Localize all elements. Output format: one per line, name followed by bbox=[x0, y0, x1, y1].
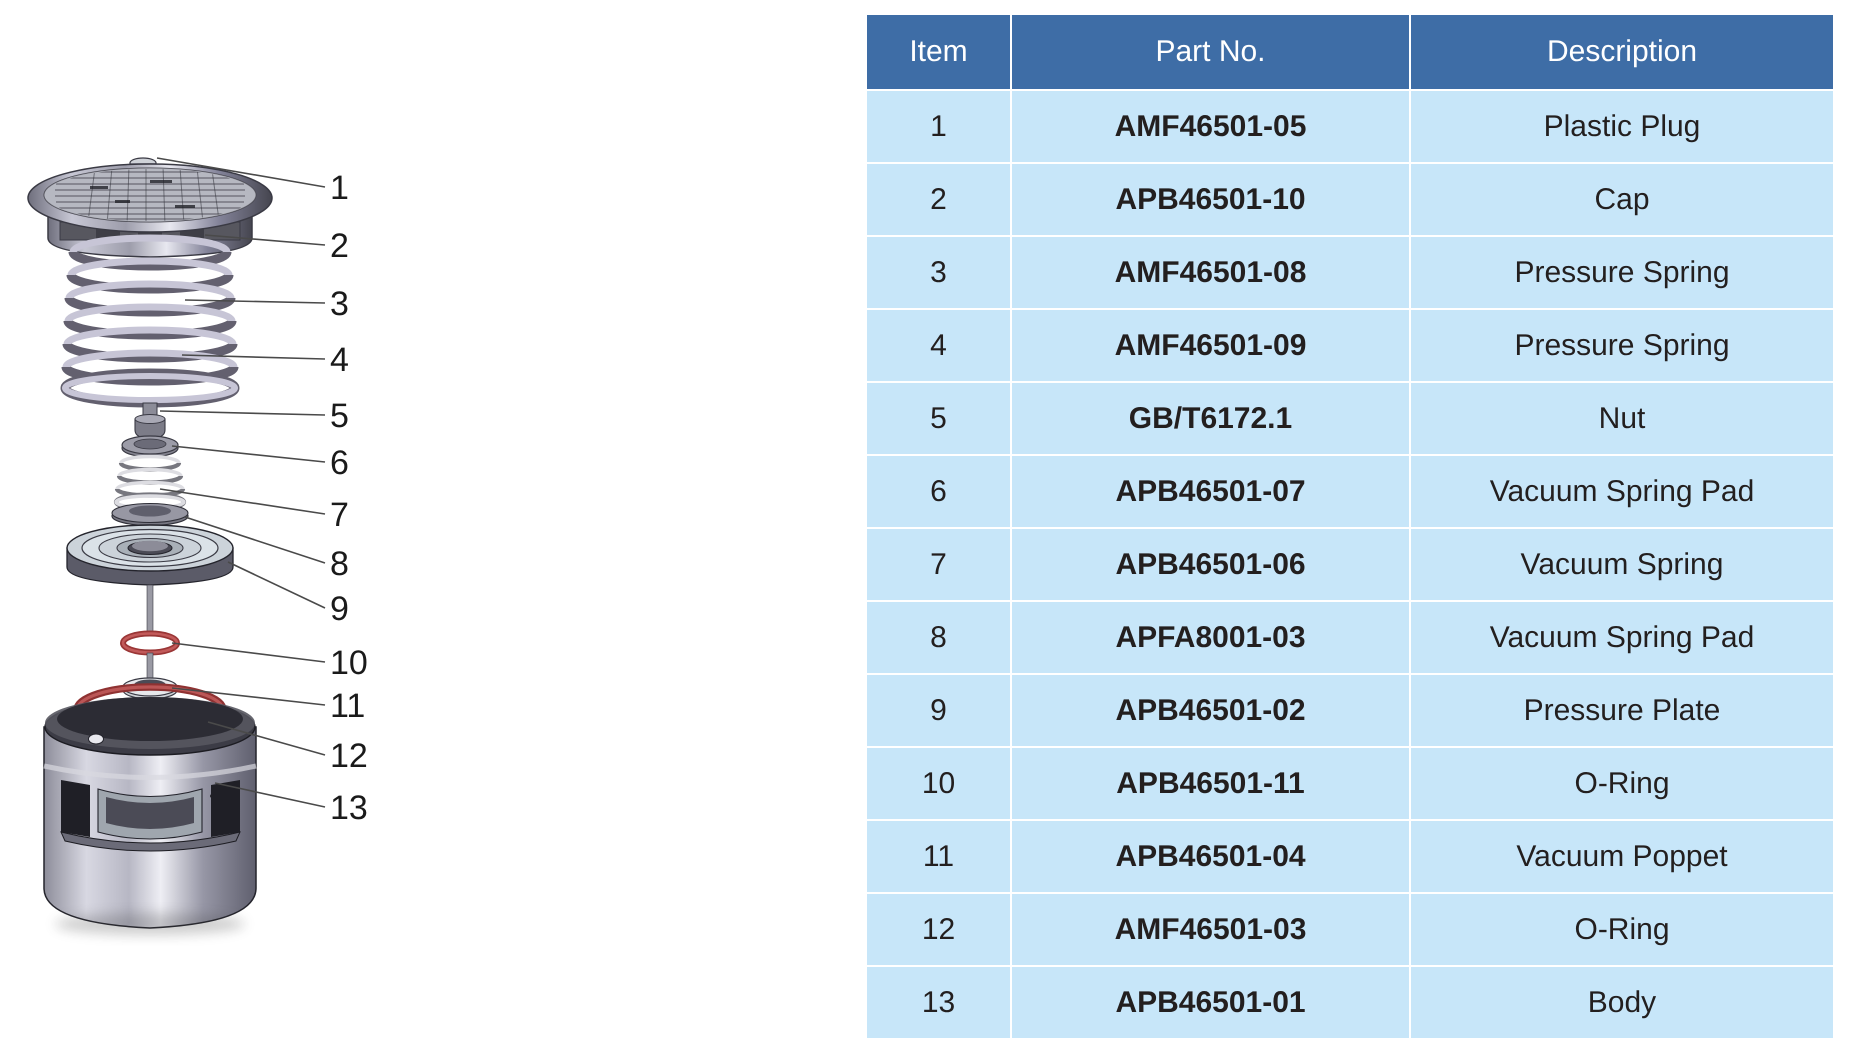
svg-text:2: 2 bbox=[330, 227, 349, 265]
svg-text:13: 13 bbox=[330, 789, 368, 827]
svg-text:12: 12 bbox=[330, 737, 368, 775]
svg-text:5: 5 bbox=[330, 397, 349, 435]
svg-text:3: 3 bbox=[330, 285, 349, 323]
svg-text:10: 10 bbox=[330, 644, 368, 682]
svg-text:6: 6 bbox=[330, 444, 349, 482]
svg-text:4: 4 bbox=[330, 341, 349, 379]
svg-text:8: 8 bbox=[330, 545, 349, 583]
svg-text:11: 11 bbox=[330, 687, 365, 725]
svg-text:9: 9 bbox=[330, 590, 349, 628]
svg-text:7: 7 bbox=[330, 496, 349, 534]
svg-text:1: 1 bbox=[330, 169, 349, 207]
